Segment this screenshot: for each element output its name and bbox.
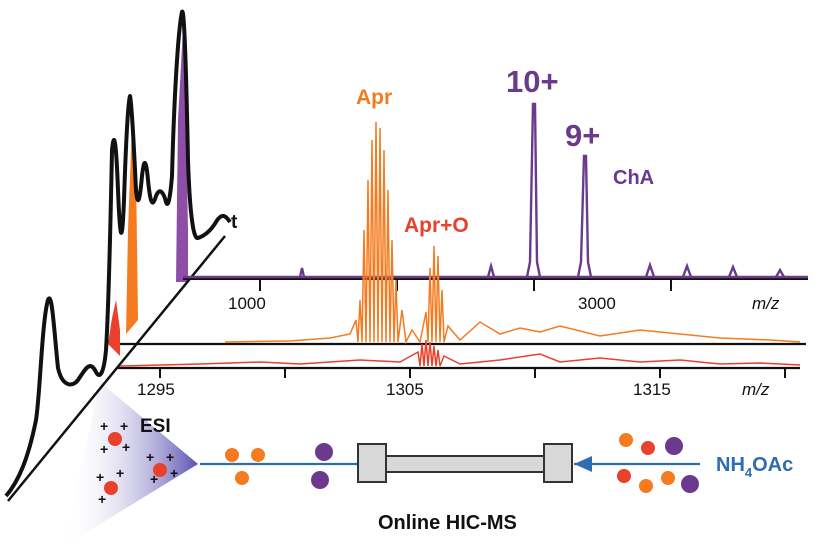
svg-text:+: + <box>122 439 130 455</box>
z9-peak-label: 9+ <box>565 118 600 153</box>
svg-text:+: + <box>116 465 124 481</box>
bottom-axis-unit: m/z <box>742 380 770 399</box>
svg-text:+: + <box>166 449 174 465</box>
bottom-tick-1315: 1315 <box>633 380 671 399</box>
esi-spray-cone <box>64 382 198 546</box>
svg-text:+: + <box>96 469 104 485</box>
apr-o-peak-label: Apr+O <box>404 214 469 237</box>
charged-droplets <box>104 432 167 495</box>
chromatogram-fill-apr-o <box>108 300 120 356</box>
svg-text:+: + <box>100 418 108 434</box>
top-spectrum-axis <box>183 278 808 291</box>
z10-peak-label: 10+ <box>506 64 559 99</box>
bottom-tick-1295: 1295 <box>137 380 175 399</box>
top-tick-1000: 1000 <box>228 294 266 313</box>
separated-analytes <box>225 443 333 489</box>
mixed-analytes <box>617 433 699 493</box>
apr-peak-label: Apr <box>356 86 392 109</box>
droplet-charge-glyphs: + ++ + + ++ + + ++ <box>96 418 178 507</box>
svg-text:+: + <box>100 441 108 457</box>
svg-text:+: + <box>120 418 128 434</box>
chromatogram-trace <box>4 9 232 498</box>
buffer-label: NH4OAc <box>716 454 793 480</box>
flow-arrow-icon <box>574 456 592 472</box>
apr-o-spectrum-trace <box>119 339 801 367</box>
apr-spectrum-trace <box>224 121 801 345</box>
method-caption: Online HIC-MS <box>378 512 517 534</box>
svg-text:+: + <box>150 471 158 487</box>
cha-peak-label: ChA <box>613 167 654 189</box>
svg-text:+: + <box>146 449 154 465</box>
cha-spectrum-trace <box>183 102 808 279</box>
hic-column <box>357 443 573 483</box>
esi-label: ESI <box>140 416 171 437</box>
time-axis-label: t <box>231 212 238 233</box>
top-axis-unit: m/z <box>752 294 780 313</box>
bottom-tick-1305: 1305 <box>386 380 424 399</box>
time-axis-line <box>7 235 226 502</box>
svg-text:+: + <box>170 465 178 481</box>
svg-text:+: + <box>98 491 106 507</box>
bottom-spectrum-ticks <box>159 368 786 378</box>
top-tick-3000: 3000 <box>578 294 616 313</box>
